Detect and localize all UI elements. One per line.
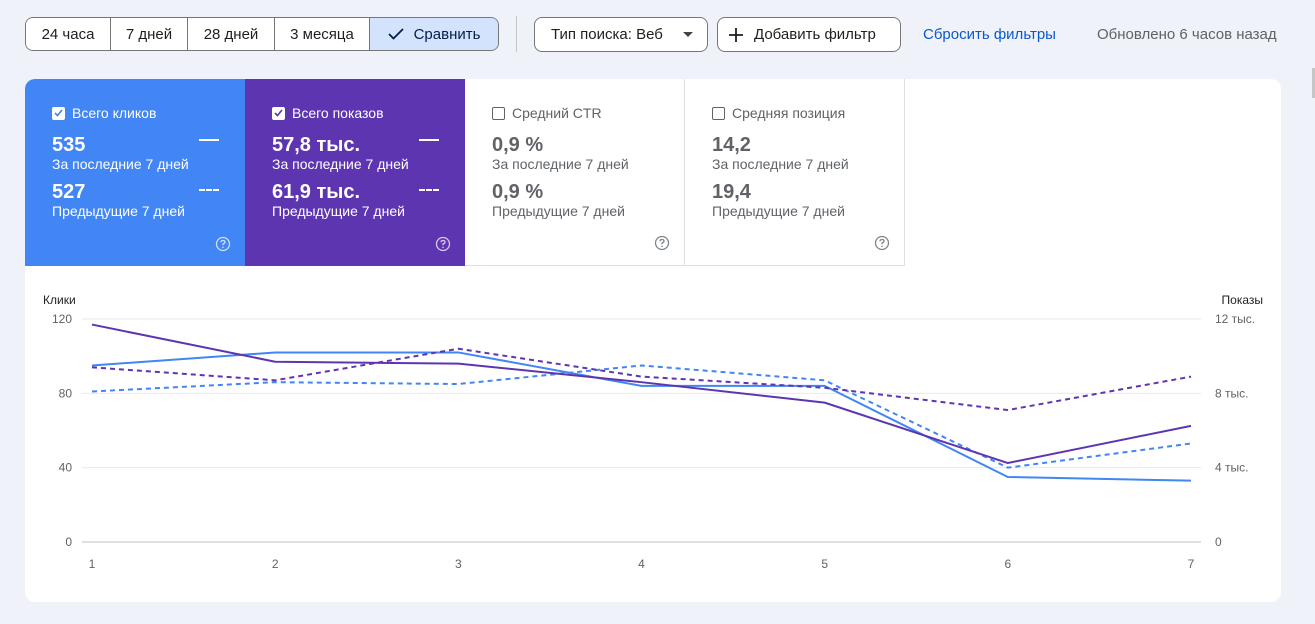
plus-icon — [728, 27, 744, 43]
metric-checkbox[interactable] — [52, 106, 65, 120]
metric-previous-value: 527 — [52, 181, 86, 203]
metric-average-ctr[interactable]: Средний CTR 0,9 % За последние 7 дней 0,… — [465, 79, 685, 266]
toolbar: 24 часа 7 дней 28 дней 3 месяца Сравнить… — [0, 0, 1315, 70]
metric-title: Всего кликов — [72, 105, 157, 121]
x-tick-label: 3 — [455, 557, 462, 571]
toolbar-divider — [516, 16, 517, 52]
metric-current-value: 535 — [52, 134, 86, 156]
metric-title: Средняя позиция — [732, 105, 846, 121]
updated-status: Обновлено 6 часов назад — [1097, 26, 1277, 43]
help-icon[interactable] — [654, 235, 670, 251]
metric-previous-label: Предыдущие 7 дней — [52, 203, 185, 219]
metric-checkbox[interactable] — [712, 106, 725, 120]
check-icon — [387, 28, 404, 40]
y-right-tick-label: 12 тыс. — [1215, 312, 1255, 326]
range-28d-button[interactable]: 28 дней — [188, 18, 275, 50]
metric-title: Всего показов — [292, 105, 384, 121]
x-tick-label: 5 — [821, 557, 828, 571]
x-tick-label: 2 — [272, 557, 279, 571]
metric-total-impressions[interactable]: Всего показов 57,8 тыс. За последние 7 д… — [245, 79, 465, 266]
metric-title: Средний CTR — [512, 105, 602, 121]
compare-label: Сравнить — [413, 25, 481, 43]
page-scrollbar[interactable] — [1309, 68, 1315, 624]
y-left-tick-label: 0 — [65, 535, 72, 549]
x-tick-label: 7 — [1188, 557, 1195, 571]
range-3m-button[interactable]: 3 месяца — [275, 18, 370, 50]
search-type-label: Тип поиска: Веб — [551, 26, 663, 43]
y-right-tick-label: 0 — [1215, 535, 1222, 549]
performance-chart: 0 0 40 4 тыс. 80 8 тыс. 120 12 тыс. 1 2 3 4 5 6 7 — [52, 312, 1255, 571]
metric-checkbox[interactable] — [492, 106, 505, 120]
legend-dashed-line — [199, 189, 219, 191]
metric-previous-label: Предыдущие 7 дней — [712, 203, 845, 219]
series-line-clicks-solid — [91, 351, 1192, 482]
help-icon[interactable] — [874, 235, 890, 251]
metric-header: Всего кликов — [52, 105, 245, 121]
legend-solid-line — [419, 139, 439, 141]
metric-average-position[interactable]: Средняя позиция 14,2 За последние 7 дней… — [685, 79, 905, 266]
metric-header: Средняя позиция — [712, 105, 904, 121]
metric-current-label: За последние 7 дней — [492, 156, 629, 172]
scrollbar-thumb[interactable] — [1312, 68, 1315, 98]
metric-previous-value: 0,9 % — [492, 181, 544, 203]
y-left-tick-label: 120 — [52, 312, 72, 326]
y-right-tick-label: 8 тыс. — [1215, 386, 1248, 400]
y-left-tick-label: 80 — [59, 386, 73, 400]
series-line-clicks-dashed — [91, 364, 1192, 469]
compare-button[interactable]: Сравнить — [370, 18, 498, 50]
metric-header: Средний CTR — [492, 105, 684, 121]
range-24h-button[interactable]: 24 часа — [26, 18, 111, 50]
y-left-tick-label: 40 — [59, 461, 73, 475]
date-range-selector: 24 часа 7 дней 28 дней 3 месяца Сравнить — [25, 17, 499, 51]
dropdown-caret-icon — [683, 32, 693, 37]
metric-current-label: За последние 7 дней — [712, 156, 849, 172]
metric-total-clicks[interactable]: Всего кликов 535 За последние 7 дней 527… — [25, 79, 245, 266]
search-type-dropdown[interactable]: Тип поиска: Веб — [534, 17, 708, 52]
y-right-tick-label: 4 тыс. — [1215, 461, 1248, 475]
y-axis-left-title: Клики — [43, 293, 76, 307]
metric-current-label: За последние 7 дней — [52, 156, 189, 172]
help-icon[interactable] — [215, 236, 231, 252]
metric-current-value: 0,9 % — [492, 134, 544, 156]
x-tick-label: 1 — [89, 557, 96, 571]
legend-solid-line — [199, 139, 219, 141]
add-filter-button[interactable]: Добавить фильтр — [717, 17, 901, 52]
metric-current-label: За последние 7 дней — [272, 156, 409, 172]
metric-previous-value: 19,4 — [712, 181, 751, 203]
x-tick-label: 6 — [1004, 557, 1011, 571]
metric-checkbox[interactable] — [272, 106, 285, 120]
series-line-impressions-solid — [91, 323, 1192, 465]
metric-current-value: 57,8 тыс. — [272, 134, 361, 156]
legend-dashed-line — [419, 189, 439, 191]
add-filter-label: Добавить фильтр — [754, 26, 876, 43]
help-icon[interactable] — [435, 236, 451, 252]
performance-card: Всего кликов 535 За последние 7 дней 527… — [25, 79, 1281, 602]
metric-current-value: 14,2 — [712, 134, 751, 156]
y-axis-right-title: Показы — [1221, 293, 1263, 307]
series-line-impressions-dashed — [91, 347, 1192, 412]
x-tick-label: 4 — [638, 557, 645, 571]
reset-filters-link[interactable]: Сбросить фильтры — [923, 26, 1056, 43]
metric-header: Всего показов — [272, 105, 465, 121]
metric-previous-value: 61,9 тыс. — [272, 181, 361, 203]
range-7d-button[interactable]: 7 дней — [111, 18, 188, 50]
metric-previous-label: Предыдущие 7 дней — [272, 203, 405, 219]
metric-previous-label: Предыдущие 7 дней — [492, 203, 625, 219]
